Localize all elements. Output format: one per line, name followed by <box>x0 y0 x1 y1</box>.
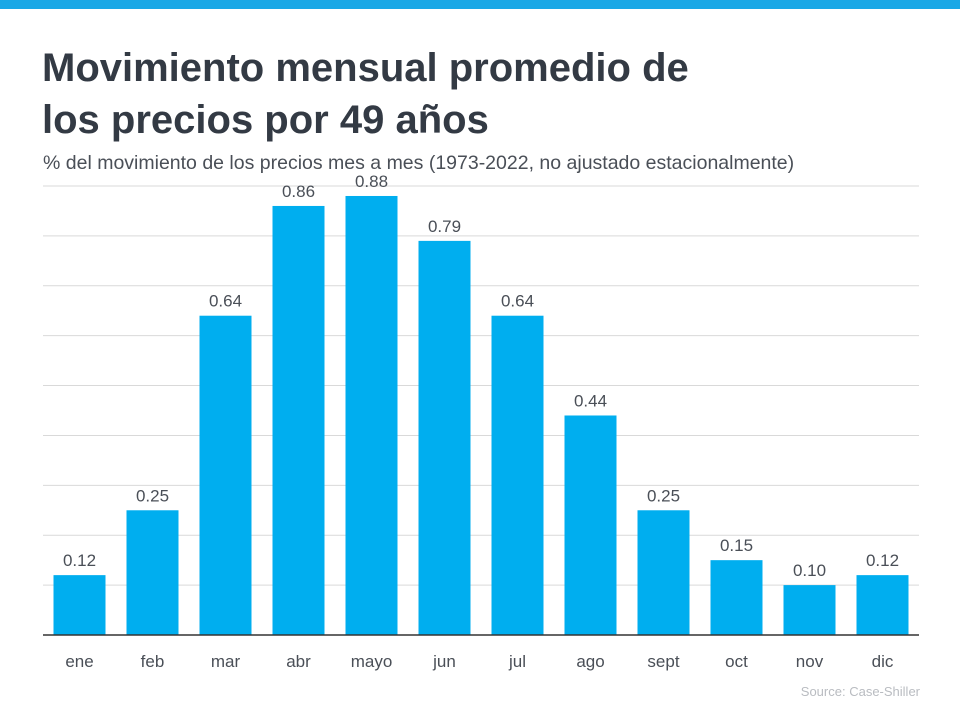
x-tick-labels: ene feb mar abr mayo jun jul ago sept oct nov dic <box>65 652 894 671</box>
bar-feb <box>126 510 179 635</box>
value-label-ene: 0.12 <box>63 551 96 570</box>
gridlines <box>43 185 919 586</box>
x-tick-mar: mar <box>211 652 241 671</box>
bars <box>53 195 909 635</box>
chart-subtitle: % del movimiento de los precios mes a me… <box>43 152 795 174</box>
bar-ene <box>53 575 106 635</box>
value-label-jul: 0.64 <box>501 292 534 311</box>
value-labels: 0.12 0.25 0.64 0.86 0.88 0.79 0.64 0.44 0.25 0.15… <box>63 172 899 580</box>
value-label-dic: 0.12 <box>866 551 899 570</box>
bar-oct <box>710 560 763 635</box>
bar-jun <box>418 240 471 635</box>
bar-abr <box>272 205 325 635</box>
x-tick-mayo: mayo <box>351 652 393 671</box>
x-tick-nov: nov <box>796 652 824 671</box>
bar-mar <box>199 315 252 635</box>
value-label-sept: 0.25 <box>647 486 680 505</box>
value-label-oct: 0.15 <box>720 536 753 555</box>
value-label-ago: 0.44 <box>574 391 607 410</box>
x-tick-dic: dic <box>872 652 894 671</box>
x-tick-jun: jun <box>432 652 456 671</box>
x-tick-jul: jul <box>508 652 526 671</box>
bar-jul <box>491 315 544 635</box>
bar-mayo <box>345 195 398 635</box>
x-tick-oct: oct <box>725 652 748 671</box>
value-label-abr: 0.86 <box>282 182 315 201</box>
x-tick-abr: abr <box>286 652 311 671</box>
value-label-mar: 0.64 <box>209 292 242 311</box>
top-accent-bar <box>0 0 960 9</box>
value-label-feb: 0.25 <box>136 486 169 505</box>
bar-dic <box>856 575 909 635</box>
value-label-mayo: 0.88 <box>355 172 388 191</box>
chart-title: Movimiento mensual promedio de los preci… <box>42 46 689 142</box>
x-tick-ene: ene <box>65 652 93 671</box>
value-label-jun: 0.79 <box>428 217 461 236</box>
bar-nov <box>783 585 836 635</box>
value-label-nov: 0.10 <box>793 561 826 580</box>
x-tick-feb: feb <box>141 652 165 671</box>
bar-ago <box>564 415 617 635</box>
source-note: Source: Case-Shiller <box>800 684 920 699</box>
x-tick-ago: ago <box>576 652 604 671</box>
x-tick-sept: sept <box>647 652 679 671</box>
bar-sept <box>637 510 690 635</box>
